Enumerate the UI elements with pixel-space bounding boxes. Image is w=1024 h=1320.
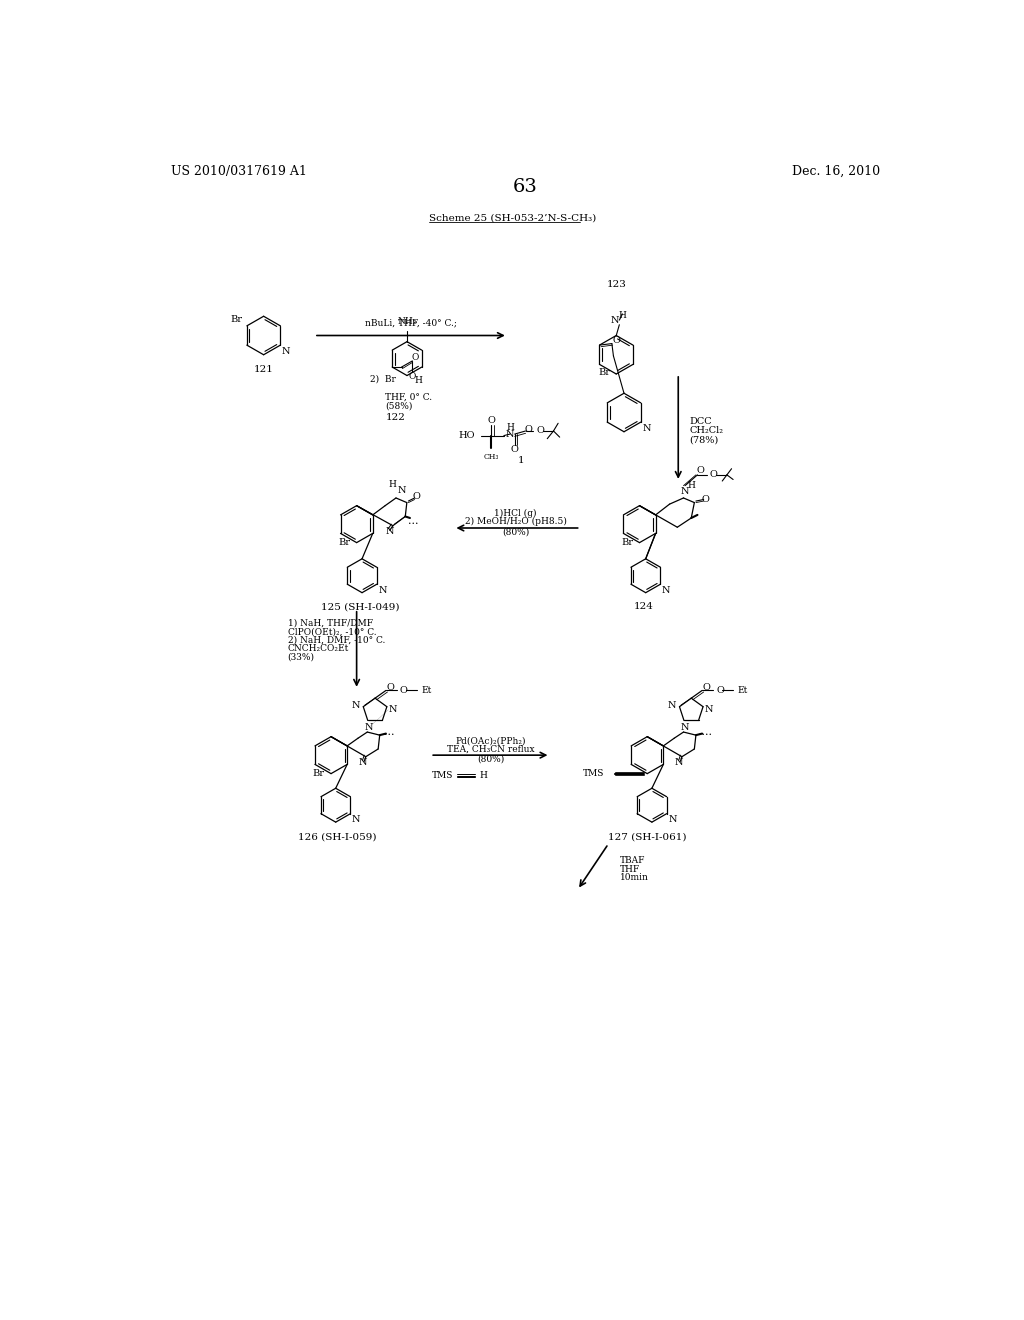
Text: (78%): (78%) — [689, 436, 719, 445]
Text: ...: ... — [408, 516, 418, 527]
Text: ...: ... — [384, 727, 394, 737]
Text: N: N — [385, 528, 394, 536]
Text: N: N — [352, 816, 360, 824]
Text: 125 (SH-I-049): 125 (SH-I-049) — [322, 603, 399, 611]
Text: O: O — [524, 425, 532, 434]
Text: N: N — [506, 429, 514, 438]
Text: Et: Et — [737, 686, 749, 694]
Text: ClPO(OEt)₂, -10° C.: ClPO(OEt)₂, -10° C. — [288, 627, 376, 636]
Text: THF: THF — [621, 865, 640, 874]
Text: CNCH₂CO₂Et: CNCH₂CO₂Et — [288, 644, 349, 653]
Text: Et: Et — [422, 686, 432, 694]
Text: Br: Br — [230, 314, 243, 323]
Text: Scheme 25 (SH-053-2’N-S-CH₃): Scheme 25 (SH-053-2’N-S-CH₃) — [429, 214, 596, 222]
Text: Br: Br — [338, 539, 350, 546]
Text: O: O — [710, 470, 718, 479]
Text: N: N — [681, 723, 689, 731]
Text: O: O — [696, 466, 705, 475]
Text: N: N — [611, 315, 620, 325]
Text: 126 (SH-I-059): 126 (SH-I-059) — [298, 832, 377, 841]
Text: 121: 121 — [254, 364, 273, 374]
Text: Dec. 16, 2010: Dec. 16, 2010 — [792, 165, 880, 178]
Text: O: O — [537, 426, 545, 436]
Text: O: O — [413, 492, 420, 500]
Text: O: O — [409, 372, 416, 380]
Text: H: H — [618, 312, 627, 319]
Text: 1) NaH, THF/DMF: 1) NaH, THF/DMF — [288, 619, 373, 628]
Text: (58%): (58%) — [385, 401, 413, 411]
Text: 127 (SH-I-061): 127 (SH-I-061) — [608, 832, 686, 841]
Text: N: N — [681, 487, 689, 496]
Text: O: O — [702, 682, 711, 692]
Text: CH₂Cl₂: CH₂Cl₂ — [689, 426, 723, 436]
Text: Br: Br — [622, 539, 633, 546]
Text: 123: 123 — [606, 280, 627, 289]
Text: N: N — [668, 701, 677, 710]
Text: TBAF: TBAF — [621, 857, 645, 865]
Text: (80%): (80%) — [502, 528, 529, 536]
Text: H: H — [480, 771, 487, 780]
Text: TMS: TMS — [432, 771, 454, 780]
Text: 122: 122 — [385, 413, 406, 421]
Text: O: O — [612, 337, 621, 345]
Text: O: O — [487, 416, 496, 425]
Text: N: N — [397, 486, 407, 495]
Text: Br: Br — [313, 770, 325, 777]
Text: CH₃: CH₃ — [483, 453, 499, 461]
Text: O: O — [387, 682, 394, 692]
Text: 2)  Br: 2) Br — [371, 374, 396, 383]
Text: TEA, CH₃CN reflux: TEA, CH₃CN reflux — [446, 744, 535, 754]
Text: 124: 124 — [634, 602, 653, 611]
Text: Br: Br — [598, 368, 610, 378]
Text: US 2010/0317619 A1: US 2010/0317619 A1 — [171, 165, 306, 178]
Text: N: N — [388, 705, 397, 714]
Text: N: N — [358, 759, 367, 767]
Text: O: O — [701, 495, 710, 504]
Text: N: N — [365, 723, 373, 731]
Text: O: O — [716, 686, 724, 694]
Text: ....: .... — [698, 727, 713, 737]
Text: N: N — [378, 586, 387, 595]
Text: 2) MeOH/H₂O (pH8.5): 2) MeOH/H₂O (pH8.5) — [465, 517, 566, 527]
Text: H: H — [415, 376, 423, 385]
Text: N: N — [669, 816, 677, 824]
Text: DCC: DCC — [689, 417, 712, 426]
Text: Pd(OAc)₂(PPh₂): Pd(OAc)₂(PPh₂) — [456, 737, 526, 744]
Text: 63: 63 — [512, 178, 538, 195]
Text: 1: 1 — [517, 455, 524, 465]
Text: N: N — [642, 424, 651, 433]
Text: THF, 0° C.: THF, 0° C. — [385, 392, 432, 401]
Text: O: O — [399, 686, 408, 694]
Text: N: N — [662, 586, 671, 595]
Text: 2) NaH, DMF, -10° C.: 2) NaH, DMF, -10° C. — [288, 636, 385, 645]
Text: (33%): (33%) — [288, 653, 314, 661]
Text: N: N — [282, 347, 291, 355]
Text: N: N — [351, 701, 360, 710]
Text: NH₂: NH₂ — [397, 317, 417, 326]
Text: 10min: 10min — [621, 873, 649, 882]
Text: (80%): (80%) — [477, 755, 505, 763]
Text: H: H — [506, 424, 514, 433]
Text: nBuLi, THF, -40° C.;: nBuLi, THF, -40° C.; — [365, 318, 457, 327]
Text: N: N — [675, 759, 683, 767]
Text: HO: HO — [458, 432, 474, 440]
Text: N: N — [705, 705, 713, 714]
Text: TMS: TMS — [583, 770, 604, 777]
Text: O: O — [412, 354, 419, 362]
Text: H: H — [389, 479, 397, 488]
Text: O: O — [511, 445, 519, 454]
Text: 1)HCl (g): 1)HCl (g) — [495, 510, 537, 517]
Text: H: H — [687, 482, 695, 490]
